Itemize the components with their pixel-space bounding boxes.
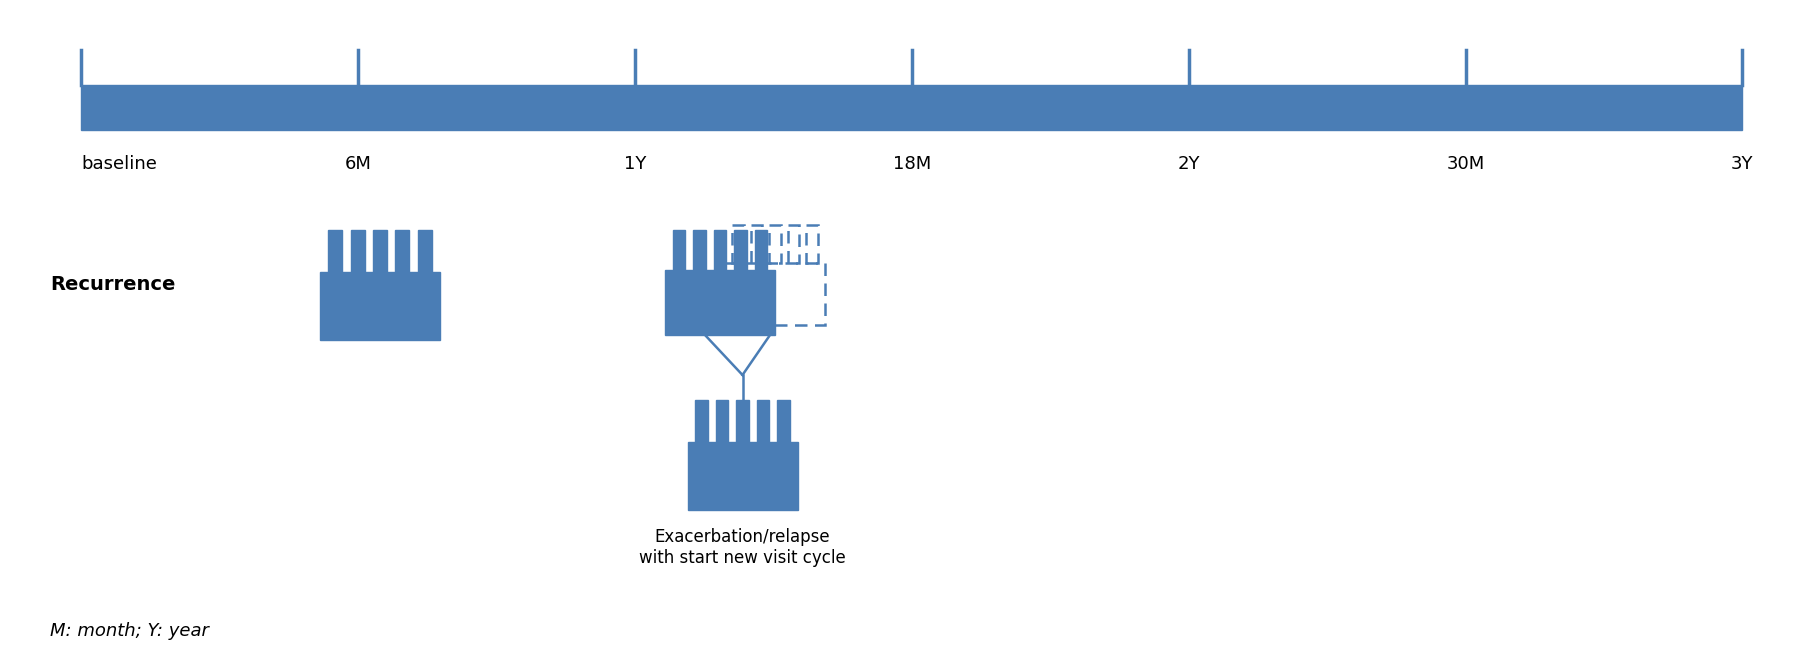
Bar bbox=[788, 225, 799, 263]
Bar bbox=[81, 85, 1742, 130]
Text: 3Y: 3Y bbox=[1732, 155, 1753, 173]
Bar bbox=[769, 225, 781, 263]
Text: Recurrence: Recurrence bbox=[50, 275, 175, 295]
Bar bbox=[736, 400, 749, 442]
Bar bbox=[320, 272, 439, 340]
Text: 18M: 18M bbox=[893, 155, 931, 173]
Bar bbox=[693, 230, 706, 270]
Bar bbox=[806, 225, 817, 263]
Text: M: month; Y: year: M: month; Y: year bbox=[50, 622, 209, 640]
Bar bbox=[734, 230, 747, 270]
Bar bbox=[756, 400, 769, 442]
Bar bbox=[754, 230, 767, 270]
Bar bbox=[751, 225, 761, 263]
Bar bbox=[418, 230, 432, 272]
Bar bbox=[716, 400, 729, 442]
Bar bbox=[778, 400, 790, 442]
Text: Exacerbation/relapse
with start new visit cycle: Exacerbation/relapse with start new visi… bbox=[639, 528, 846, 567]
Bar bbox=[664, 270, 776, 335]
Bar bbox=[725, 263, 824, 325]
Bar bbox=[351, 230, 365, 272]
Bar bbox=[733, 225, 743, 263]
Bar bbox=[328, 230, 342, 272]
Bar bbox=[396, 230, 409, 272]
Text: baseline: baseline bbox=[81, 155, 157, 173]
Bar bbox=[695, 400, 707, 442]
Text: 6M: 6M bbox=[344, 155, 371, 173]
Bar bbox=[673, 230, 686, 270]
Bar bbox=[373, 230, 387, 272]
Text: 30M: 30M bbox=[1447, 155, 1485, 173]
Bar bbox=[713, 230, 727, 270]
Bar bbox=[688, 442, 797, 510]
Text: 2Y: 2Y bbox=[1177, 155, 1201, 173]
Text: 1Y: 1Y bbox=[623, 155, 646, 173]
